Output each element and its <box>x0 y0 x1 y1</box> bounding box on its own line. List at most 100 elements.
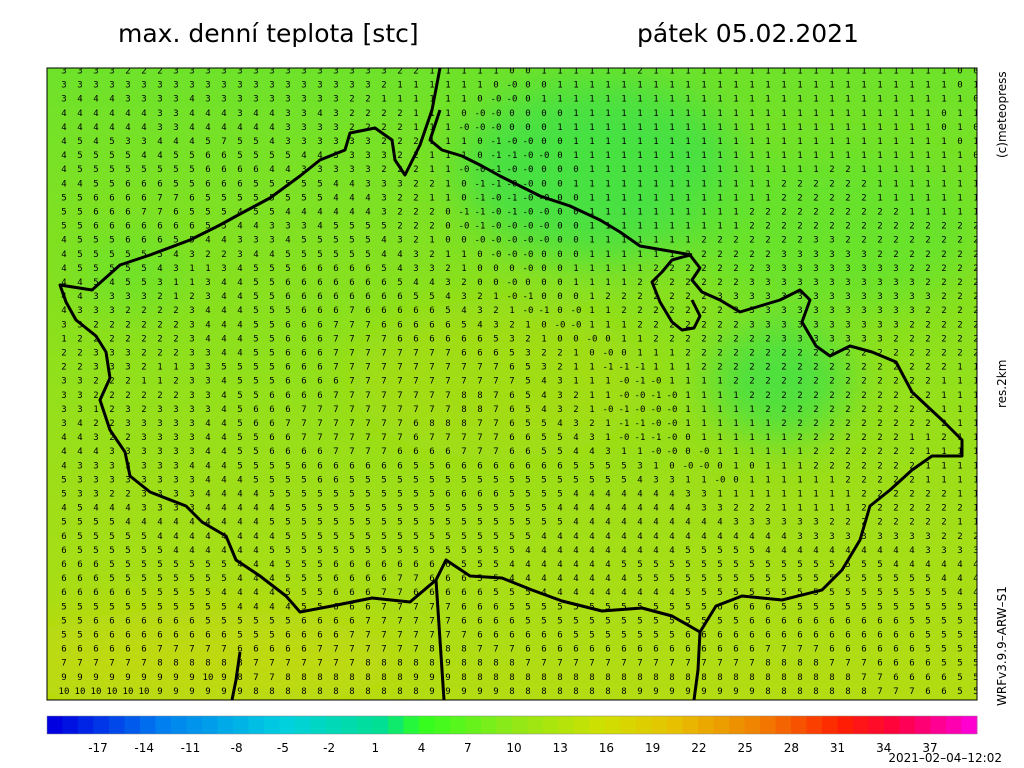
colorbar-label: -17 <box>88 741 108 755</box>
colorbar-swatch <box>171 716 187 734</box>
colorbar-label: 19 <box>645 741 660 755</box>
map-frame <box>46 67 978 701</box>
colorbar-swatch <box>620 716 637 734</box>
colorbar-swatch <box>667 716 683 734</box>
colorbar-swatch <box>93 716 110 734</box>
timestamp: 2021–02–04–12:02 <box>888 751 1002 765</box>
warm-area <box>350 300 650 460</box>
resolution-label: res.2km <box>995 360 1009 408</box>
cold-area <box>710 320 850 440</box>
colorbar-swatch <box>202 716 218 734</box>
colorbar-swatch <box>233 716 249 734</box>
colorbar-swatch <box>295 716 311 734</box>
colorbar-swatch <box>837 716 854 734</box>
grid-row: 4 4 5 4 5 5 3 1 1 3 4 4 5 5 6 6 6 6 6 6 … <box>61 278 978 288</box>
colorbar-swatch <box>279 716 296 734</box>
grid-row: 2 2 3 3 3 2 2 2 3 3 4 4 5 5 6 6 6 7 7 7 … <box>61 349 978 359</box>
grid-row: 5 5 6 6 6 6 6 6 6 5 5 5 5 5 5 6 6 6 6 7 … <box>61 616 978 626</box>
colorbar-swatch <box>543 716 559 734</box>
grid-row: 4 5 5 5 5 5 5 5 5 6 6 6 6 4 4 3 3 3 3 3 … <box>61 165 978 175</box>
colorbar-swatch <box>636 716 652 734</box>
colorbar-swatch <box>140 716 156 734</box>
grid-row: 5 5 6 6 6 6 6 6 6 5 5 4 4 3 3 3 4 5 5 5 … <box>61 222 978 232</box>
colorbar-swatch <box>729 716 745 734</box>
colorbar-swatch <box>465 716 482 734</box>
colorbar-swatch <box>682 716 699 734</box>
colorbar-swatch <box>713 716 730 734</box>
grid-row: 5 5 6 6 6 6 6 6 6 6 6 5 5 5 6 6 6 6 7 7 … <box>61 631 978 641</box>
colorbar-swatch <box>264 716 280 734</box>
colorbar-swatch <box>930 716 947 734</box>
colorbar-swatch <box>915 716 931 734</box>
grid-row: 4 4 4 3 3 3 3 3 3 4 4 5 5 6 6 6 6 7 7 7 … <box>61 447 978 457</box>
grid-row: 4 3 3 3 3 3 3 3 4 4 4 5 5 5 5 6 6 6 6 6 … <box>61 461 978 471</box>
colorbar-label: -8 <box>231 741 243 755</box>
cool-area <box>680 150 977 310</box>
colorbar-swatch <box>434 716 451 734</box>
colorbar-swatch <box>450 716 466 734</box>
colorbar-label: 22 <box>691 741 706 755</box>
colorbar-swatch <box>326 716 342 734</box>
colorbar-label: -2 <box>323 741 335 755</box>
colorbar-label: 13 <box>553 741 568 755</box>
colorbar-swatch <box>651 716 668 734</box>
colorbar-swatch <box>760 716 776 734</box>
colorbar-label: -11 <box>181 741 201 755</box>
grid-row: 4 5 5 5 5 4 4 5 5 6 6 5 5 5 5 4 4 3 3 3 … <box>61 151 978 161</box>
country-border <box>434 579 446 700</box>
grid-row: 6 6 6 6 6 6 7 7 7 7 7 6 6 6 6 6 7 7 7 7 … <box>61 645 978 655</box>
colorbar-swatch <box>62 716 79 734</box>
map-date: pátek 05.02.2021 <box>637 19 859 48</box>
colorbar-swatch <box>744 716 761 734</box>
colorbar-swatch <box>853 716 869 734</box>
grid-row: 4 5 4 5 3 3 4 4 4 5 7 5 5 4 3 3 3 3 3 3 … <box>61 137 978 147</box>
grid-row: 5 5 6 6 6 6 7 7 6 5 5 5 5 5 5 5 5 4 4 4 … <box>61 193 978 203</box>
colorbar-label: -14 <box>134 741 154 755</box>
grid-row: 5 3 3 3 3 3 3 3 3 4 4 4 5 5 5 5 6 6 5 5 … <box>61 475 978 485</box>
grid-row: 4 4 4 4 4 4 3 3 4 4 4 4 4 4 3 3 3 3 2 2 … <box>61 123 978 133</box>
grid-row: 1 2 2 2 2 2 2 2 3 4 4 4 5 5 6 6 6 7 7 7 … <box>61 334 978 344</box>
grid-row: 4 4 4 4 4 4 3 3 4 4 4 3 4 4 3 3 4 3 2 2 … <box>61 109 978 119</box>
grid-row: 7 7 7 7 7 7 8 8 8 8 8 8 7 7 7 7 7 7 7 8 … <box>61 659 978 669</box>
colorbar-label: 34 <box>876 741 891 755</box>
value-grid: 3 3 3 3 2 2 2 3 3 3 3 3 3 3 3 3 3 3 3 3 … <box>59 67 979 697</box>
grid-row: 5 5 6 6 6 7 7 6 5 5 5 4 5 5 4 4 4 4 4 4 … <box>61 208 978 218</box>
cold-area <box>460 80 740 260</box>
grid-row: 10 10 10 10 10 10 9 9 9 9 9 9 8 8 8 8 8 … <box>59 687 979 697</box>
grid-row: 3 4 4 4 3 3 3 3 4 3 3 3 3 3 3 3 3 3 2 2 … <box>61 95 978 105</box>
grid-row: 4 4 3 3 3 3 2 1 2 3 4 4 5 5 6 6 6 6 6 6 … <box>61 292 978 302</box>
colorbar-label: 37 <box>922 741 937 755</box>
grid-row: 6 6 6 6 6 5 5 5 5 5 4 4 4 4 5 5 5 6 6 6 … <box>61 588 978 598</box>
colorbar-swatch <box>512 716 528 734</box>
colorbar: -17 -14 -11 -8 -5 -2 1 4 7 10 13 16 19 22 25 28 31 34 37 <box>46 715 978 755</box>
grid-row: 3 3 3 3 2 2 2 3 3 3 3 3 3 3 3 3 3 3 3 3 … <box>61 67 978 77</box>
grid-row: 6 6 6 5 5 5 5 5 5 5 5 4 4 4 5 5 5 6 6 6 … <box>61 560 978 570</box>
grid-row: 3 4 2 2 3 3 3 3 3 4 4 5 6 6 7 7 7 7 7 7 … <box>61 419 978 429</box>
colorbar-label: 25 <box>737 741 752 755</box>
colorbar-swatch <box>527 716 544 734</box>
grid-row: 6 5 5 5 5 5 5 4 4 4 4 4 4 5 5 5 5 5 5 5 … <box>61 546 978 556</box>
grid-row: 9 9 9 9 9 9 9 9 9 10 9 8 7 7 8 8 8 8 8 8… <box>61 673 978 683</box>
grid-row: 4 4 3 2 2 3 3 3 3 4 4 5 5 6 6 7 7 7 7 7 … <box>61 433 978 443</box>
colorbar-frame <box>46 715 978 735</box>
colorbar-swatch <box>946 716 962 734</box>
colorbar-swatch <box>388 716 404 734</box>
grid-row: 5 5 5 5 5 5 5 5 5 5 5 4 4 4 4 5 5 6 6 6 … <box>61 602 978 612</box>
grid-row: 3 3 2 2 2 2 2 2 3 4 4 4 5 5 6 6 6 7 7 7 … <box>61 320 978 330</box>
country-border <box>428 109 693 257</box>
colorbar-swatch <box>248 716 265 734</box>
grid-row: 6 5 5 5 5 5 4 4 4 4 4 4 4 4 5 5 5 5 5 5 … <box>61 532 978 542</box>
grid-row: 4 3 3 3 2 2 2 2 3 4 4 4 5 5 5 6 6 6 7 6 … <box>61 306 978 316</box>
colorbar-label: 7 <box>464 741 472 755</box>
copyright-label: (c)meteopress <box>995 71 1009 158</box>
model-label: WRFv3.9.9–ARW–S1 <box>995 586 1009 706</box>
colorbar-label: 28 <box>784 741 799 755</box>
colorbar-swatch <box>899 716 916 734</box>
colorbar-swatch <box>791 716 807 734</box>
colorbar-swatch <box>403 716 420 734</box>
colorbar-swatch <box>341 716 358 734</box>
country-border <box>230 651 242 700</box>
grid-row: 3 3 1 2 3 2 3 3 3 3 4 5 6 6 6 7 7 7 7 7 … <box>61 405 978 415</box>
map-title: max. denní teplota [stc] <box>118 19 419 48</box>
